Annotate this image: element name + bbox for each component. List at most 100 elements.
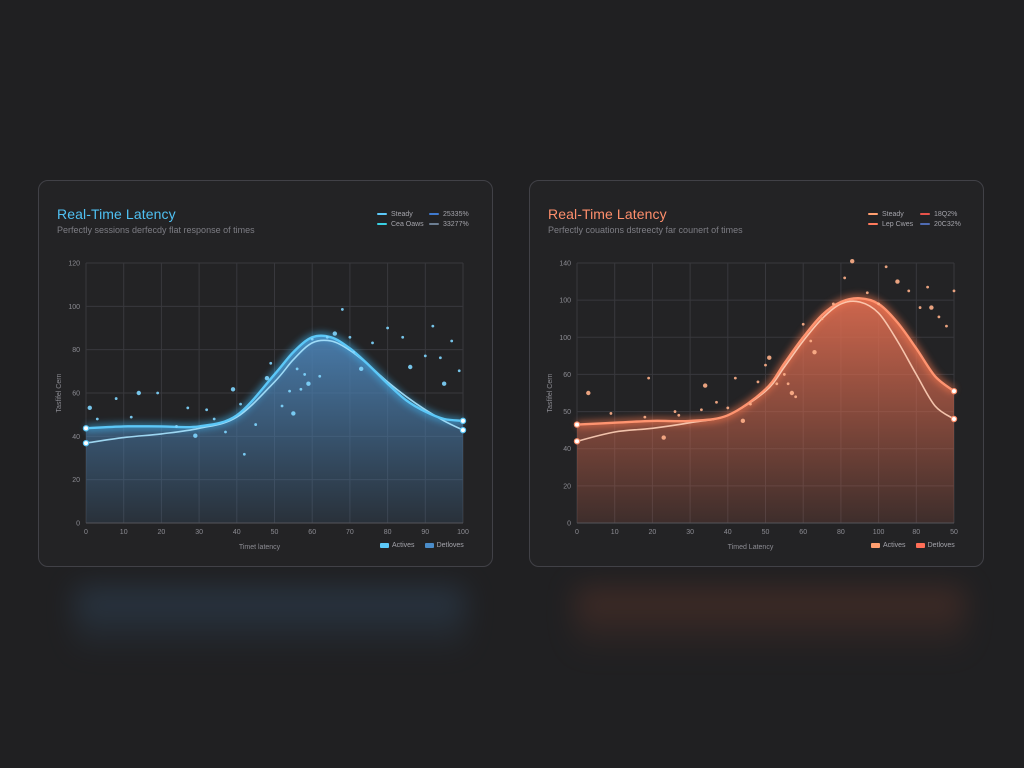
card-reflection (75, 588, 465, 656)
scatter-point (926, 285, 930, 289)
card-reflection (575, 588, 965, 656)
x-axis-title: Timet latency (239, 544, 281, 551)
legend-bottom: Actives Detloves (380, 542, 474, 549)
x-tick-label: 80 (837, 529, 845, 536)
legend-label: Detloves (927, 542, 955, 549)
x-tick-label: 70 (346, 529, 354, 536)
scatter-point (918, 306, 922, 309)
scatter-point (715, 400, 718, 404)
scatter-point (280, 404, 284, 408)
scatter-point (702, 383, 708, 388)
x-tick-label: 90 (421, 529, 429, 536)
x-tick-label: 100 (873, 529, 885, 536)
y-tick-label: 40 (563, 446, 571, 453)
legend-bottom: Actives Detloves (871, 542, 965, 549)
scatter-point (809, 339, 813, 343)
scatter-point (775, 382, 779, 386)
y-tick-label: 100 (559, 298, 571, 305)
scatter-point (269, 361, 273, 365)
scatter-point (438, 356, 442, 360)
scatter-point (929, 305, 934, 310)
y-tick-label: 50 (563, 409, 571, 416)
legend-label: Steady (391, 210, 413, 218)
y-axis-title: Tasfifel Cern (547, 373, 554, 412)
scatter-point (288, 389, 291, 393)
x-tick-label: 10 (120, 529, 128, 536)
latency-card-blue: Real-Time Latency Perfectly sessions der… (38, 180, 493, 567)
legend-swatch (380, 543, 389, 548)
scatter-point (239, 402, 242, 406)
area-fill (86, 335, 463, 523)
scatter-point (129, 415, 133, 419)
legend-swatch (871, 543, 880, 548)
legend-label: Actives (392, 542, 415, 549)
x-tick-label: 20 (158, 529, 166, 536)
y-tick-label: 0 (567, 521, 571, 528)
scatter-point (212, 417, 216, 421)
scatter-point (586, 390, 591, 396)
scatter-point (764, 363, 767, 367)
scatter-point (647, 376, 651, 380)
scatter-point (291, 411, 296, 416)
legend-swatch (920, 223, 930, 225)
x-tick-label: 0 (84, 529, 88, 536)
y-tick-label: 20 (72, 477, 80, 484)
series-endpoint (459, 426, 467, 434)
scatter-point (264, 375, 270, 381)
scatter-point (295, 367, 299, 371)
x-tick-label: 80 (384, 529, 392, 536)
x-tick-label: 30 (195, 529, 203, 536)
scatter-point (401, 335, 405, 339)
x-tick-label: 60 (308, 529, 316, 536)
y-tick-label: 80 (72, 347, 80, 354)
y-tick-label: 120 (68, 261, 80, 268)
x-tick-label: 50 (271, 529, 279, 536)
chart-subtitle: Perfectly couations dstreecty far couner… (548, 225, 743, 235)
series-line-actives (85, 334, 464, 430)
series-endpoint (459, 417, 467, 425)
scatter-point (677, 413, 681, 417)
x-tick-label: 40 (724, 529, 732, 536)
x-tick-label: 50 (950, 529, 958, 536)
chart-subtitle: Perfectly sessions derfecdy flat respons… (57, 225, 255, 235)
legend-swatch (868, 213, 878, 215)
scatter-point (733, 376, 737, 380)
scatter-point (423, 354, 427, 358)
x-axis-title: Timed Latency (728, 544, 774, 551)
scatter-point (831, 302, 835, 306)
scatter-point (205, 408, 209, 412)
legend-swatch (424, 543, 434, 548)
scatter-point (749, 402, 752, 406)
legend-label: Steady (882, 210, 904, 218)
legend-label: 25335% (443, 210, 469, 218)
latency-chart: 0 10 20 30 40 50 60 70 80 90 100 0 20 40 60 80 100 120 Tim… (56, 261, 469, 552)
legend-item: Steady (868, 211, 920, 218)
y-tick-label: 100 (68, 304, 80, 311)
legend-item: Actives (380, 542, 415, 549)
legend-top: Steady 25335% Cea Oaws 33277% (377, 209, 487, 229)
scatter-point (812, 349, 817, 355)
scatter-point (340, 308, 344, 311)
legend-label: 18Q2% (934, 210, 958, 218)
y-tick-label: 40 (72, 434, 80, 441)
scatter-point (306, 381, 311, 386)
legend-item: Actives (871, 542, 906, 549)
y-tick-label: 60 (563, 372, 571, 379)
scatter-point (643, 415, 647, 419)
chart-title: Real-Time Latency (57, 206, 176, 222)
scatter-point (756, 380, 760, 384)
legend-item: Cea Oaws (377, 221, 429, 228)
scatter-point (254, 423, 258, 426)
scatter-point (175, 425, 178, 428)
scatter-point (87, 405, 92, 411)
scatter-point (673, 410, 677, 413)
scatter-point (114, 397, 118, 400)
latency-card-orange: Real-Time Latency Perfectly couations ds… (529, 180, 984, 567)
scatter-point (740, 418, 746, 424)
scatter-point (820, 317, 824, 321)
scatter-point (230, 387, 236, 392)
series-line-detloves (576, 300, 955, 443)
x-tick-label: 20 (649, 529, 657, 536)
legend-item: 20C32% (920, 221, 972, 228)
legend-label: Cea Oaws (391, 220, 424, 228)
